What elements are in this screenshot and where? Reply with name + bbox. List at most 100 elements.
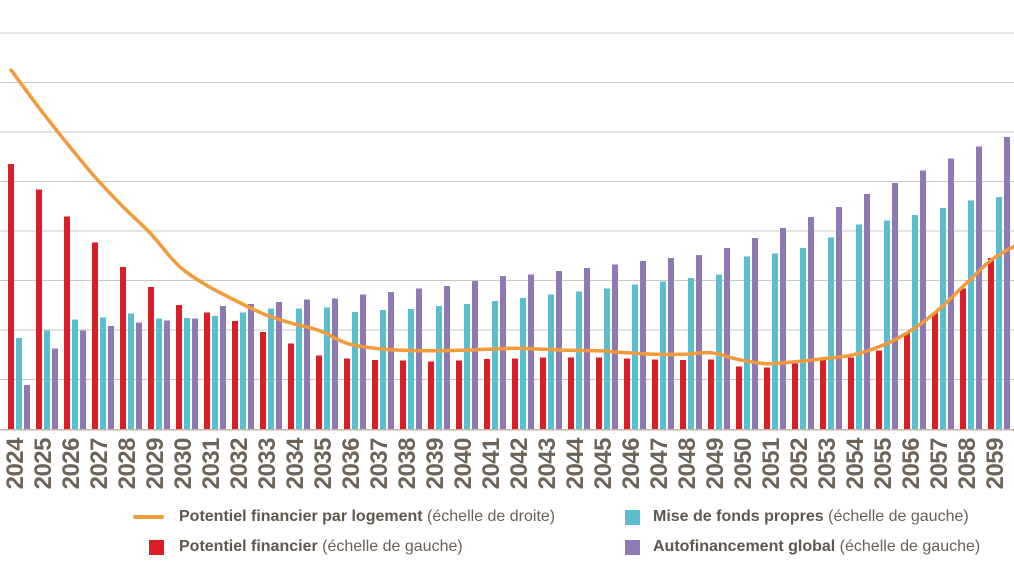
bar-potentiel-financier-2035: [316, 355, 322, 430]
bar-autofinancement-global-2031: [220, 306, 226, 430]
bar-potentiel-financier-2053: [820, 358, 826, 430]
x-tick-2025: 2025: [30, 438, 57, 490]
legend-column-right: Mise de fonds propres (échelle de gauche…: [625, 502, 980, 562]
bar-autofinancement-global-2049: [724, 247, 730, 430]
bar-autofinancement-global-2036: [360, 294, 366, 430]
x-tick-2042: 2042: [506, 438, 533, 490]
x-tick-2036: 2036: [338, 438, 365, 490]
legend-swatch-box: [625, 509, 640, 525]
chart-plot: 2024 2025 2026 2027 2028 2029 2030 2031 2032 2033…: [0, 32, 1014, 490]
bar-mise-de-fonds-propres-2031: [212, 316, 218, 430]
bar-potentiel-financier-2029: [148, 286, 154, 430]
bar-mise-de-fonds-propres-2043: [548, 294, 554, 430]
x-tick-2052: 2052: [786, 438, 813, 490]
x-tick-2055: 2055: [870, 438, 897, 490]
bar-mise-de-fonds-propres-2026: [72, 319, 78, 430]
bar-potentiel-financier-2054: [848, 357, 854, 430]
bar-autofinancement-global-2030: [192, 318, 198, 430]
bar-mise-de-fonds-propres-2046: [632, 284, 638, 430]
red-square-swatch: [149, 539, 164, 555]
bar-mise-de-fonds-propres-2027: [100, 317, 106, 430]
bar-autofinancement-global-2048: [696, 254, 702, 430]
bar-mise-de-fonds-propres-2041: [492, 300, 498, 430]
x-tick-2051: 2051: [758, 438, 785, 490]
bar-mise-de-fonds-propres-2049: [716, 274, 722, 430]
bar-mise-de-fonds-propres-2044: [576, 291, 582, 430]
legend-column-left: Potentiel financier par logement (échell…: [133, 502, 612, 562]
bar-mise-de-fonds-propres-2053: [828, 237, 834, 430]
bar-potentiel-financier-2057: [932, 312, 938, 430]
bar-autofinancement-global-2040: [472, 281, 478, 430]
x-tick-2047: 2047: [646, 438, 673, 490]
bar-mise-de-fonds-propres-2050: [744, 256, 750, 430]
x-tick-2026: 2026: [58, 438, 85, 490]
bar-potentiel-financier-2044: [568, 357, 574, 430]
bar-potentiel-financier-2055: [876, 350, 882, 430]
bar-mise-de-fonds-propres-2030: [184, 318, 190, 430]
bar-autofinancement-global-2025: [52, 348, 58, 430]
bar-potentiel-financier-2046: [624, 358, 630, 430]
x-tick-2056: 2056: [898, 438, 925, 490]
bar-potentiel-financier-2042: [512, 358, 518, 430]
bar-potentiel-financier-2059: [988, 258, 994, 430]
bar-potentiel-financier-2031: [204, 312, 210, 430]
bar-mise-de-fonds-propres-2042: [520, 297, 526, 430]
bar-mise-de-fonds-propres-2024: [16, 337, 22, 430]
bar-autofinancement-global-2057: [948, 158, 954, 430]
bar-autofinancement-global-2047: [668, 258, 674, 430]
bar-mise-de-fonds-propres-2059: [996, 196, 1002, 430]
bar-autofinancement-global-2027: [108, 326, 114, 430]
x-tick-2059: 2059: [982, 438, 1009, 490]
bar-mise-de-fonds-propres-2028: [128, 313, 134, 430]
orange-line-swatch: [133, 515, 164, 519]
line-potentiel-financier-par-logement: [9, 68, 1014, 366]
legend-suffix: (échelle de gauche): [317, 538, 463, 555]
x-tick-2030: 2030: [170, 438, 197, 490]
bar-autofinancement-global-2046: [640, 261, 646, 430]
bar-autofinancement-global-2052: [808, 217, 814, 430]
x-tick-2027: 2027: [86, 438, 113, 490]
legend-label: Potentiel financier: [179, 538, 318, 555]
bar-autofinancement-global-2029: [164, 320, 170, 430]
bar-mise-de-fonds-propres-2040: [464, 303, 470, 430]
bar-potentiel-financier-2056: [904, 333, 910, 430]
bar-potentiel-financier-2024: [8, 164, 14, 430]
x-tick-2057: 2057: [926, 438, 953, 490]
bar-autofinancement-global-2034: [304, 299, 310, 430]
x-tick-2046: 2046: [618, 438, 645, 490]
x-tick-2045: 2045: [590, 438, 617, 490]
x-tick-2024: 2024: [2, 437, 29, 490]
bar-potentiel-financier-2032: [232, 321, 238, 430]
legend-swatch-box: [133, 515, 164, 519]
bar-mise-de-fonds-propres-2056: [912, 215, 918, 430]
x-tick-2040: 2040: [450, 438, 477, 490]
bar-potentiel-financier-2034: [288, 343, 294, 430]
bar-mise-de-fonds-propres-2054: [856, 224, 862, 430]
bar-mise-de-fonds-propres-2038: [408, 309, 414, 430]
legend-swatch-box: [133, 539, 164, 555]
legend-text: Potentiel financier (échelle de gauche): [179, 538, 463, 556]
legend-item-autofinancement-global: Autofinancement global (échelle de gauch…: [625, 532, 980, 562]
x-tick-2032: 2032: [226, 438, 253, 490]
bar-autofinancement-global-2039: [444, 286, 450, 430]
bar-potentiel-financier-2048: [680, 360, 686, 430]
bar-potentiel-financier-2051: [764, 367, 770, 430]
x-tick-2043: 2043: [534, 438, 561, 490]
bar-autofinancement-global-2024: [24, 384, 30, 430]
bar-mise-de-fonds-propres-2052: [800, 247, 806, 430]
bar-potentiel-financier-2033: [260, 332, 266, 430]
legend-text: Mise de fonds propres (échelle de gauche…: [653, 508, 969, 526]
bar-potentiel-financier-2036: [344, 358, 350, 430]
legend-suffix: (échelle de gauche): [835, 538, 981, 555]
bar-autofinancement-global-2035: [332, 298, 338, 430]
bar-potentiel-financier-2049: [708, 359, 714, 430]
bar-mise-de-fonds-propres-2034: [296, 308, 302, 430]
x-tick-2034: 2034: [282, 437, 309, 490]
bar-mise-de-fonds-propres-2036: [352, 312, 358, 430]
bar-potentiel-financier-2045: [596, 357, 602, 430]
legend-suffix: (échelle de droite): [422, 508, 556, 525]
x-tick-2035: 2035: [310, 438, 337, 490]
bar-autofinancement-global-2028: [136, 322, 142, 430]
bar-autofinancement-global-2041: [500, 276, 506, 430]
